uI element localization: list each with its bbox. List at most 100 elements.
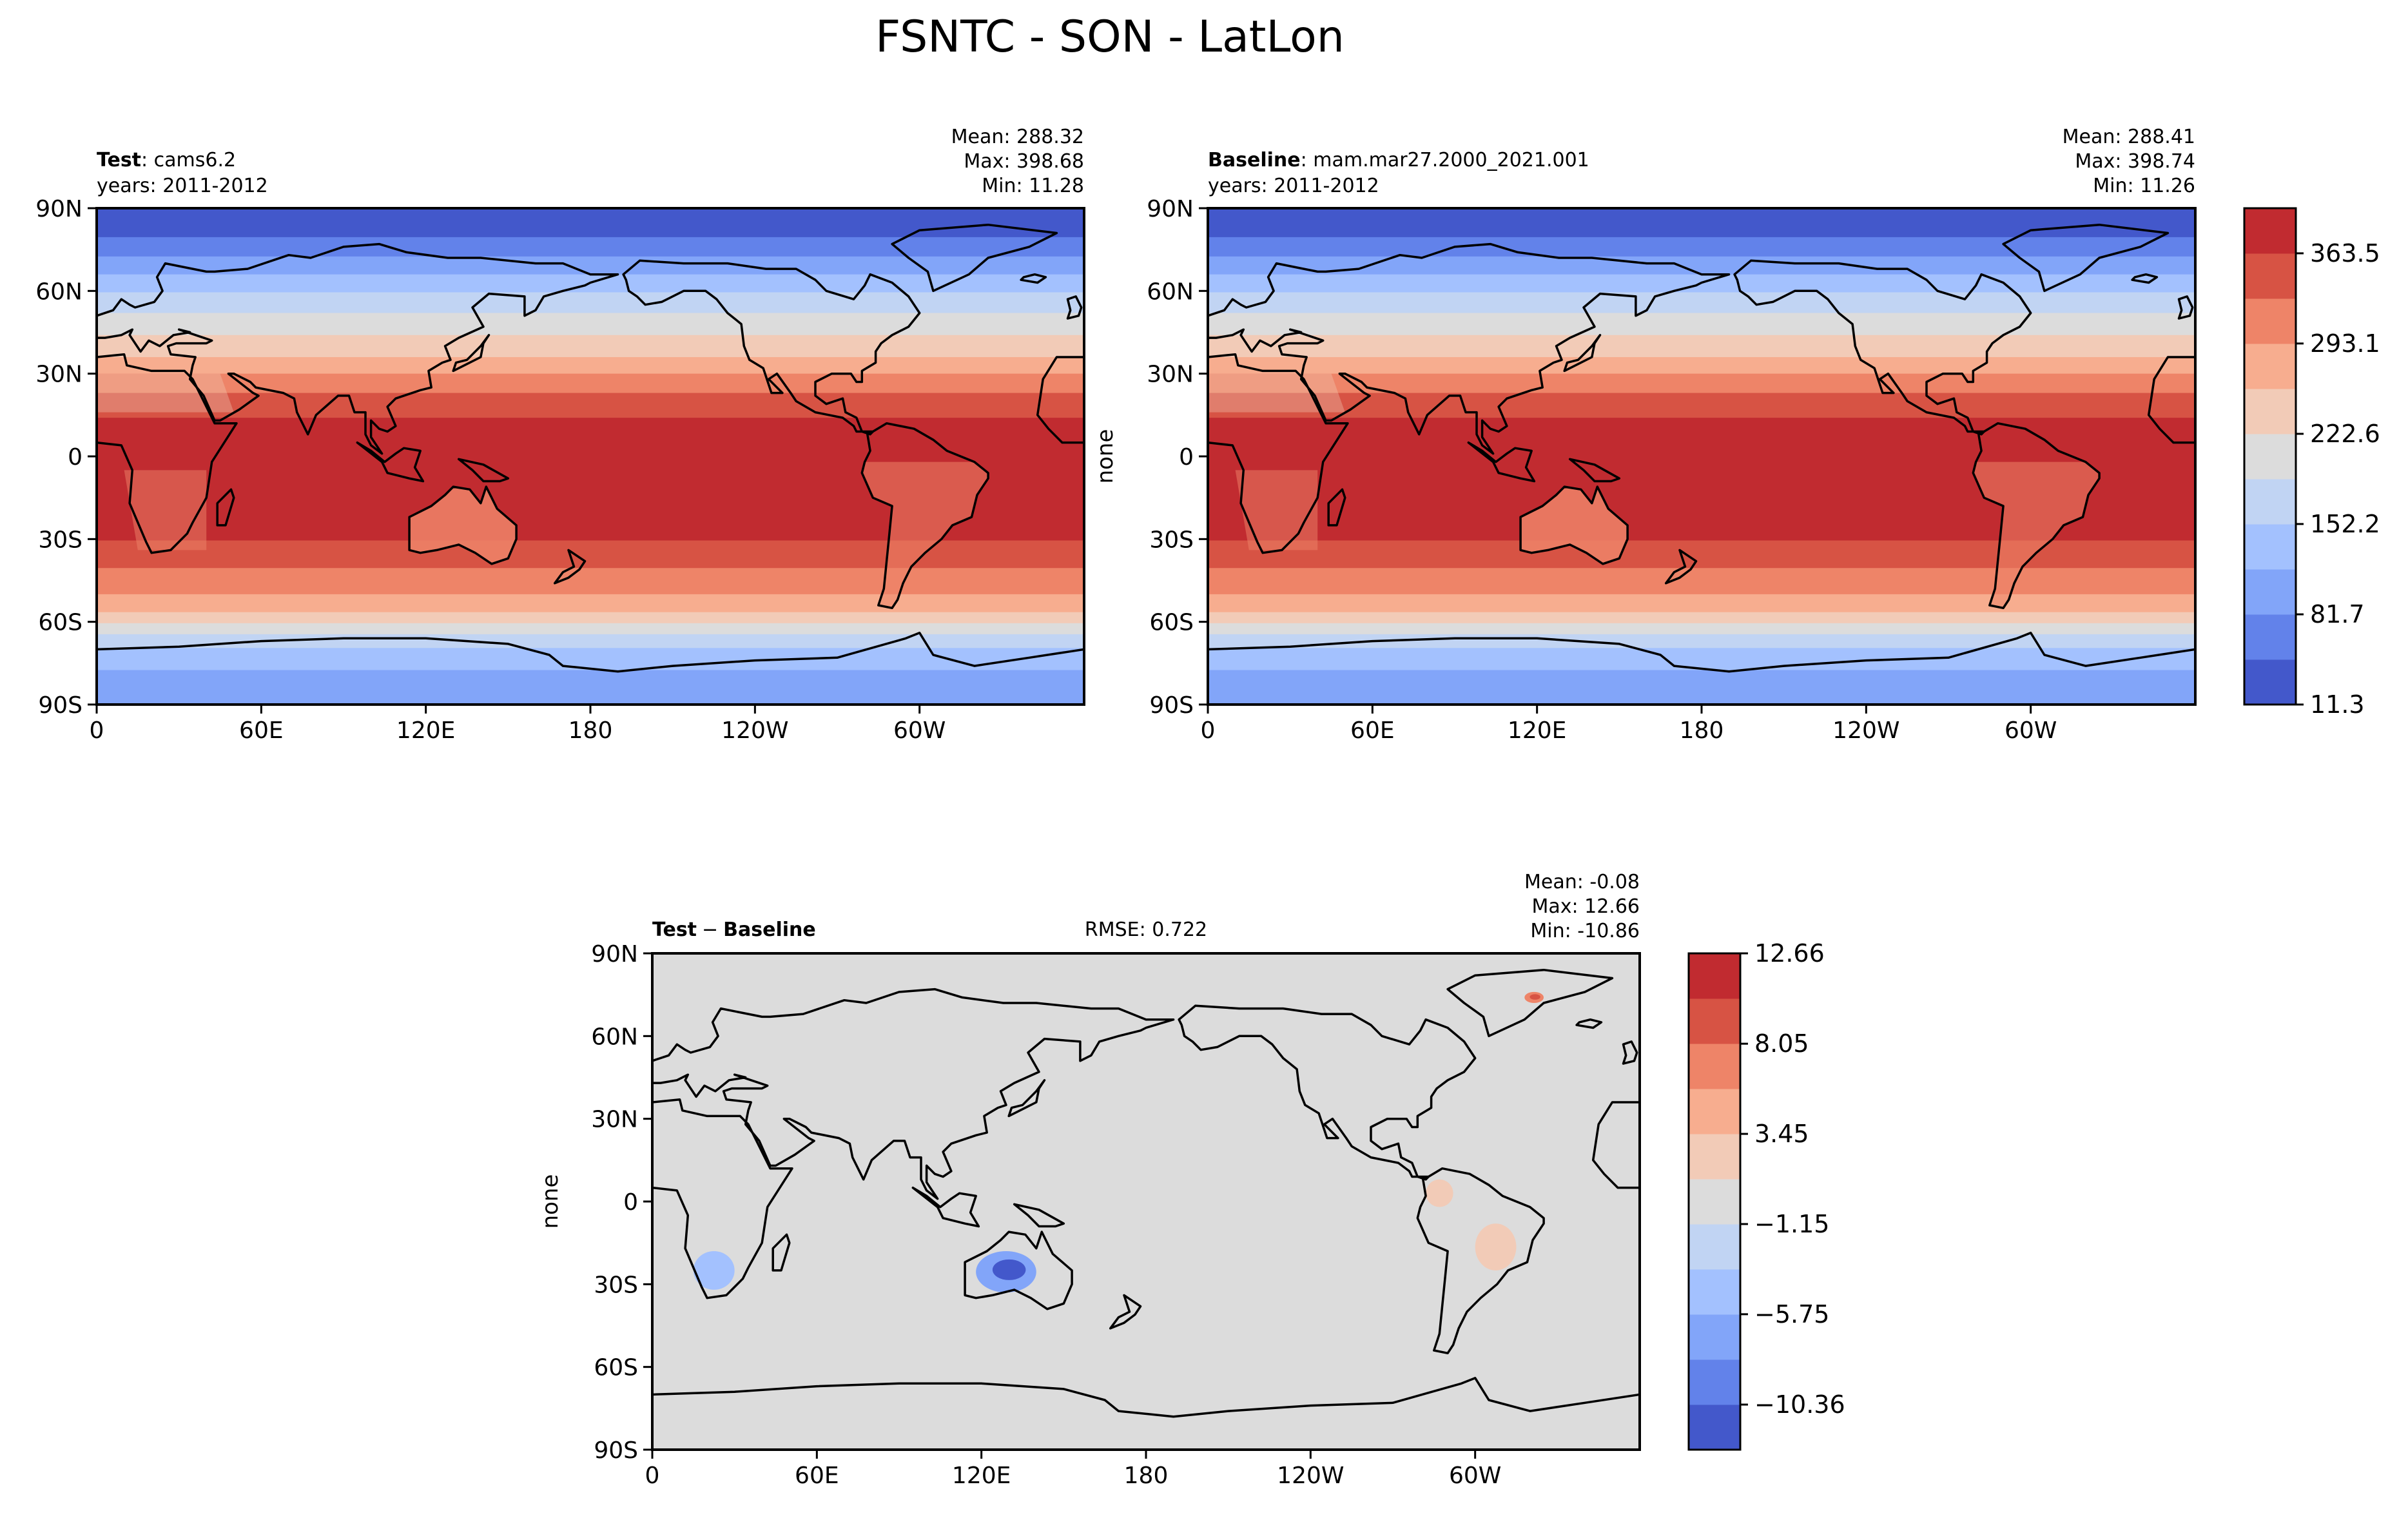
coastline-africaE bbox=[2147, 356, 2195, 444]
test-ytick-label-5: 60S bbox=[38, 610, 83, 636]
coastline-newZealand bbox=[553, 549, 587, 585]
coastline-africaW bbox=[1208, 353, 1349, 554]
contour-band-5 bbox=[1208, 313, 2195, 336]
contour-band-12 bbox=[1208, 568, 2195, 595]
contour-band-8 bbox=[97, 373, 1084, 394]
main-cbar-level-6 bbox=[2244, 389, 2296, 434]
diff-cbar-level-6 bbox=[1689, 1134, 1740, 1180]
coastline-europeAsia bbox=[97, 242, 619, 455]
contour-band-15 bbox=[1208, 623, 2195, 635]
baseline-title-bold: Baseline bbox=[1208, 149, 1301, 171]
base-ytick-label-5: 60S bbox=[1149, 610, 1194, 636]
diff-xtick-label-2: 120E bbox=[952, 1463, 1011, 1489]
contour-band-17 bbox=[1208, 648, 2195, 671]
contour-band-7 bbox=[97, 357, 1084, 375]
coastline-indonesia bbox=[1467, 441, 1536, 483]
coastline-madagascar bbox=[1327, 488, 1346, 527]
coastline-greenland bbox=[2002, 223, 2170, 293]
coastline-northAmerica bbox=[1178, 1004, 1477, 1181]
base-xtick-label-5: 60W bbox=[2005, 717, 2057, 744]
base-ytick-label-4: 30S bbox=[1149, 527, 1194, 553]
coastline-africaW bbox=[652, 1098, 793, 1299]
baseline-title-rest: : mam.mar27.2000_2021.001 bbox=[1301, 149, 1589, 171]
coastline-uk bbox=[2177, 295, 2194, 320]
baseline-x-axis: 0 60E 120E 180 120W 60W bbox=[1201, 705, 2057, 744]
contour-band-1 bbox=[97, 237, 1084, 257]
main-colorbar: 11.3 81.7 152.2 222.6 293.1 363.5 bbox=[2243, 207, 2380, 719]
coastline-uk bbox=[1066, 295, 1083, 320]
coastline-newGuinea bbox=[1568, 458, 1621, 483]
diff-ytick-label-4: 30S bbox=[594, 1272, 638, 1298]
main-cbar-level-8 bbox=[2244, 298, 2296, 344]
diff-cbar-level-7 bbox=[1689, 1089, 1740, 1134]
difference-panel: Test − Baseline RMSE: 0.722 Mean: -0.08 Ma… bbox=[538, 871, 1641, 1489]
coastline-iceland bbox=[1020, 273, 1047, 284]
diff-xtick-label-0: 0 bbox=[645, 1463, 660, 1489]
contour-band-2 bbox=[97, 256, 1084, 275]
diff-xtick-label-1: 60E bbox=[795, 1463, 839, 1489]
coastline-uk bbox=[1622, 1040, 1638, 1065]
coastline-northAmerica bbox=[622, 259, 921, 436]
main-cbar-label-5: 363.5 bbox=[2310, 239, 2380, 268]
diff-cbar-level-1 bbox=[1689, 1359, 1740, 1405]
coastline-newZealand bbox=[1109, 1294, 1142, 1330]
diff-colorbar: −10.36 −5.75 −1.15 3.45 8.05 12.66 bbox=[1687, 939, 1845, 1451]
diff-cbar-level-3 bbox=[1689, 1269, 1740, 1315]
diff-ytick-label-3: 0 bbox=[623, 1189, 638, 1216]
test-panel: Test: cams6.2 years: 2011-2012 Mean: 288… bbox=[35, 126, 1085, 744]
diff-stat-max: Max: 12.66 bbox=[1531, 895, 1640, 918]
main-cbar-level-2 bbox=[2244, 569, 2296, 615]
test-ytick-label-3: 0 bbox=[68, 444, 83, 471]
coastline-greenland bbox=[891, 223, 1058, 293]
test-x-axis: 0 60E 120E 180 120W 60W bbox=[90, 705, 946, 744]
coastline-australia bbox=[964, 1231, 1073, 1310]
diff-ytick-label-2: 30N bbox=[591, 1107, 638, 1133]
contour-band-12 bbox=[97, 568, 1084, 595]
test-xtick-label-5: 60W bbox=[893, 717, 946, 744]
diff-ytick-label-6: 90S bbox=[594, 1437, 638, 1464]
baseline-y-label: none bbox=[1092, 429, 1118, 484]
test-ytick-label-1: 60N bbox=[35, 278, 83, 305]
diff-cbar-level-5 bbox=[1689, 1179, 1740, 1225]
diff-panel-title: Test − Baseline bbox=[652, 919, 816, 941]
baseline-panel-title: Baseline: mam.mar27.2000_2021.001 bbox=[1208, 149, 1589, 171]
main-cbar-level-9 bbox=[2244, 253, 2296, 299]
coastline-antarctica bbox=[1208, 632, 2195, 673]
diff-title-minus: − bbox=[702, 919, 718, 941]
diff-cbar-label-2: −1.15 bbox=[1754, 1210, 1829, 1238]
base-ytick-label-6: 90S bbox=[1149, 692, 1194, 719]
diff-cbar-label-4: 8.05 bbox=[1754, 1029, 1809, 1058]
coastline-northAmerica bbox=[1733, 259, 2032, 436]
baseline-y-axis: 90N 60N 30N 0 30S 60S 90S bbox=[1147, 196, 1208, 719]
coastline-southAmerica bbox=[1416, 1167, 1545, 1355]
main-cbar-level-10 bbox=[2244, 208, 2296, 254]
base-xtick-label-3: 180 bbox=[1680, 717, 1724, 744]
land-shade-1 bbox=[1973, 462, 2100, 608]
land-shade-0 bbox=[1520, 487, 1628, 564]
base-xtick-label-1: 60E bbox=[1350, 717, 1395, 744]
test-stat-max: Max: 398.68 bbox=[964, 150, 1084, 173]
main-cbar-label-1: 81.7 bbox=[2310, 600, 2365, 628]
contour-band-9 bbox=[1208, 393, 2195, 419]
anomaly-nw-south-america-positive bbox=[1426, 1179, 1453, 1207]
diff-cbar-label-0: −10.36 bbox=[1754, 1390, 1845, 1419]
test-title-bold: Test bbox=[97, 149, 141, 171]
main-cbar-level-3 bbox=[2244, 524, 2296, 570]
coastline-japan bbox=[452, 334, 490, 373]
test-xtick-label-4: 120W bbox=[721, 717, 788, 744]
base-xtick-label-0: 0 bbox=[1201, 717, 1216, 744]
diff-map bbox=[652, 953, 1640, 1450]
base-xtick-label-2: 120E bbox=[1508, 717, 1566, 744]
diff-cbar-level-9 bbox=[1689, 998, 1740, 1044]
main-cbar-label-2: 152.2 bbox=[2310, 510, 2380, 538]
land-shade-2 bbox=[124, 470, 207, 550]
contour-band-14 bbox=[1208, 612, 2195, 624]
contour-band-0 bbox=[1208, 208, 2195, 238]
coastline-newZealand bbox=[1664, 549, 1698, 585]
diff-ytick-label-1: 60N bbox=[591, 1024, 638, 1050]
contour-band-1 bbox=[1208, 237, 2195, 257]
test-map bbox=[97, 208, 1084, 705]
diff-y-axis: 90N 60N 30N 0 30S 60S 90S bbox=[591, 941, 652, 1464]
diff-cbar-level-2 bbox=[1689, 1314, 1740, 1360]
diff-cbar-label-5: 12.66 bbox=[1754, 939, 1825, 968]
